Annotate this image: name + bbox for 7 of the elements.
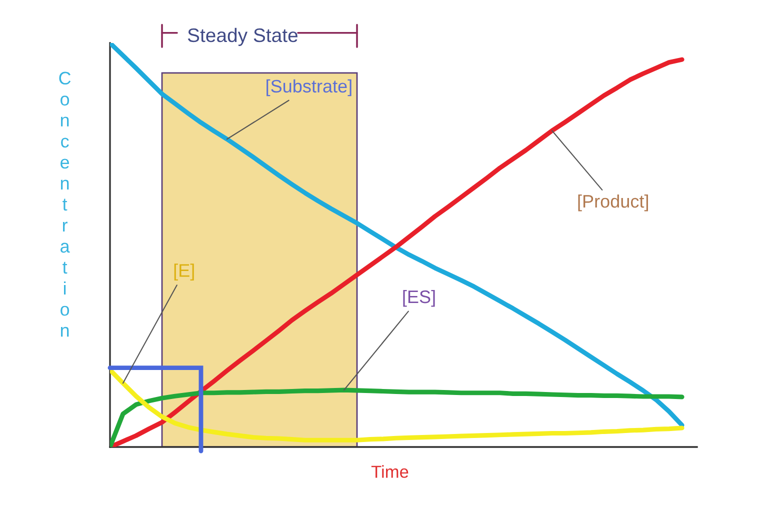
annotation: [ES] — [403, 290, 435, 307]
annotation: [E] — [174, 264, 194, 280]
annotation: [Substrate] — [266, 79, 352, 96]
text: Concentration — [59, 72, 71, 337]
x-axis-title: Time — [371, 465, 408, 478]
annotation: [Product] — [578, 194, 648, 212]
annotation: Steady State — [188, 28, 298, 46]
